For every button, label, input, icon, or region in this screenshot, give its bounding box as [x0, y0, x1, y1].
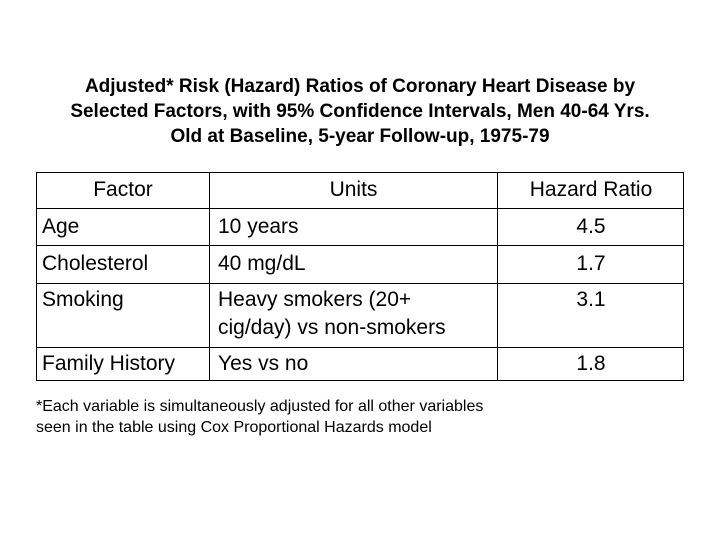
row-smoking-units-line-2: cig/day) vs non-smokers [218, 316, 446, 339]
row-smoking-factor: Smoking [42, 288, 124, 311]
row-smoking-hazard-ratio: 3.1 [576, 288, 606, 311]
row-divider-2 [37, 245, 683, 246]
header-units: Units [329, 178, 378, 201]
hazard-ratio-table: Factor Units Hazard Ratio Age 10 years 4… [36, 172, 684, 381]
row-age-hazard-ratio: 4.5 [576, 215, 606, 238]
row-divider-3 [37, 283, 683, 284]
table-title: Adjusted* Risk (Hazard) Ratios of Corona… [10, 74, 710, 149]
row-cholesterol-hazard-ratio: 1.7 [576, 252, 606, 275]
row-cholesterol-factor: Cholesterol [42, 252, 149, 275]
row-family-history-units: Yes vs no [218, 352, 309, 375]
row-smoking-units-line-1: Heavy smokers (20+ [218, 288, 412, 311]
row-age-factor: Age [42, 215, 80, 238]
row-divider-4 [37, 347, 683, 348]
footnote: *Each variable is simultaneously adjuste… [36, 396, 696, 438]
column-divider-1 [209, 173, 210, 380]
title-line-2: Selected Factors, with 95% Confidence In… [70, 101, 650, 122]
header-factor: Factor [93, 178, 153, 201]
row-age-units: 10 years [218, 215, 299, 238]
footnote-line-2: seen in the table using Cox Proportional… [36, 419, 432, 436]
header-hazard-ratio: Hazard Ratio [529, 178, 653, 201]
row-family-history-hazard-ratio: 1.8 [576, 352, 606, 375]
row-divider-1 [37, 208, 683, 209]
column-divider-2 [497, 173, 498, 380]
title-line-1: Adjusted* Risk (Hazard) Ratios of Corona… [84, 76, 636, 97]
footnote-line-1: *Each variable is simultaneously adjuste… [36, 398, 484, 415]
row-family-history-factor: Family History [42, 352, 176, 375]
title-line-3: Old at Baseline, 5-year Follow-up, 1975-… [170, 126, 550, 147]
row-cholesterol-units: 40 mg/dL [218, 252, 306, 275]
